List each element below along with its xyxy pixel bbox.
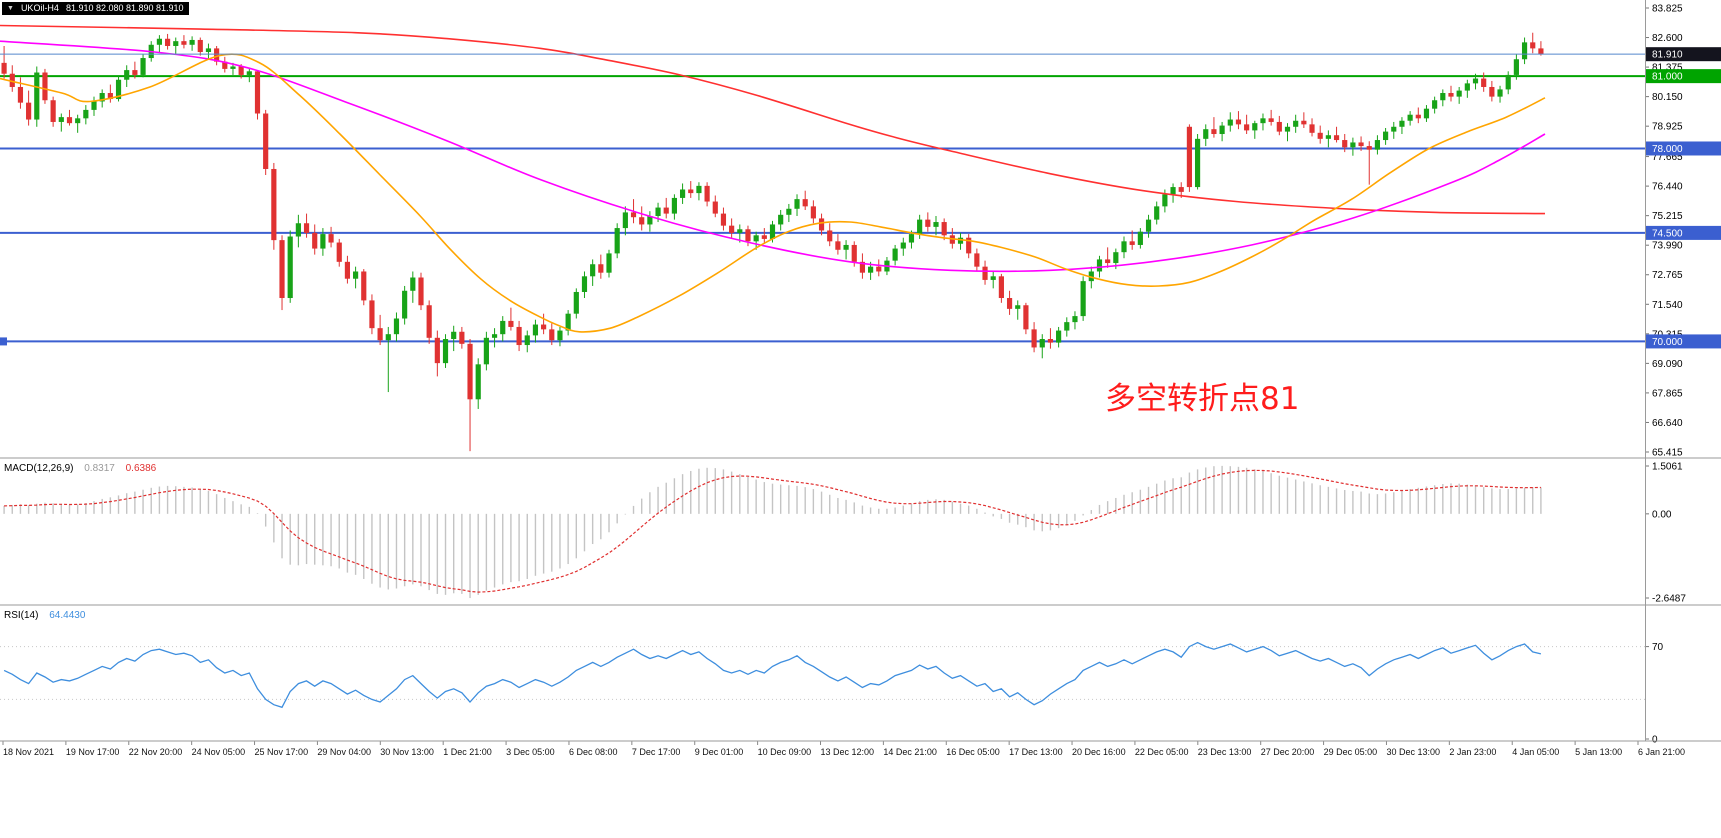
candlestick-series <box>1 32 1544 452</box>
svg-text:77.665: 77.665 <box>1652 152 1683 163</box>
rsi-panel: 70 0 <box>0 641 1664 746</box>
svg-text:74.500: 74.500 <box>1652 228 1683 239</box>
time-axis-label: 27 Dec 20:00 <box>1261 747 1315 757</box>
svg-text:1.5061: 1.5061 <box>1652 462 1683 473</box>
time-axis-label: 24 Nov 05:00 <box>192 747 246 757</box>
time-axis-label: 2 Jan 23:00 <box>1449 747 1496 757</box>
ma-line-mid-magenta <box>0 40 1546 273</box>
dropdown-triangle-icon[interactable]: ▼ <box>7 5 14 12</box>
macd-signal-line <box>4 469 1541 593</box>
rsi-line <box>3 641 1542 709</box>
price-axis-badges: 81.910 81.000 78.000 74.500 70.000 <box>1646 47 1721 349</box>
ma-line-fast-orange <box>0 53 1546 333</box>
svg-text:70: 70 <box>1652 642 1664 653</box>
macd-indicator-label: MACD(12,26,9) 0.8317 0.6386 <box>4 463 157 474</box>
time-axis-label: 1 Dec 21:00 <box>443 747 492 757</box>
level-line-anchor[interactable] <box>0 337 7 346</box>
svg-text:82.600: 82.600 <box>1652 33 1683 44</box>
svg-text:73.990: 73.990 <box>1652 241 1683 252</box>
time-axis-label: 23 Dec 13:00 <box>1198 747 1252 757</box>
macd-signal-value: 0.6386 <box>126 463 157 474</box>
svg-text:83.825: 83.825 <box>1652 4 1683 15</box>
time-axis-label: 19 Nov 17:00 <box>66 747 120 757</box>
macd-main-value: 0.8317 <box>84 463 115 474</box>
svg-text:78.925: 78.925 <box>1652 122 1683 133</box>
time-axis-label: 20 Dec 16:00 <box>1072 747 1126 757</box>
ohlc-values: 81.910 82.080 81.890 81.910 <box>65 3 184 13</box>
svg-text:67.865: 67.865 <box>1652 388 1683 399</box>
svg-text:78.000: 78.000 <box>1652 144 1683 155</box>
rsi-value: 64.4430 <box>49 610 86 621</box>
time-axis-label: 4 Jan 05:00 <box>1512 747 1559 757</box>
time-axis[interactable]: 18 Nov 2021 19 Nov 17:00 22 Nov 20:00 24 No… <box>2 741 1685 757</box>
ma-line-slow-red <box>0 24 1546 215</box>
time-axis-label: 25 Nov 17:00 <box>255 747 309 757</box>
time-axis-label: 14 Dec 21:00 <box>883 747 937 757</box>
time-axis-label: 5 Jan 13:00 <box>1575 747 1622 757</box>
svg-text:80.150: 80.150 <box>1652 92 1683 103</box>
time-axis-label: 22 Dec 05:00 <box>1135 747 1189 757</box>
time-axis-label: 30 Nov 13:00 <box>380 747 434 757</box>
svg-text:-2.6487: -2.6487 <box>1652 594 1686 605</box>
symbol-info-badge[interactable]: ▼ UKOil-H4 81.910 82.080 81.890 81.910 <box>2 2 189 15</box>
time-axis-label: 18 Nov 2021 <box>3 747 54 757</box>
time-axis-label: 17 Dec 13:00 <box>1009 747 1063 757</box>
svg-text:0.00: 0.00 <box>1652 509 1672 520</box>
price-badge-81.910 <box>1646 47 1721 62</box>
time-axis-label: 7 Dec 17:00 <box>632 747 681 757</box>
svg-text:70.000: 70.000 <box>1652 337 1683 348</box>
svg-text:75.215: 75.215 <box>1652 211 1683 222</box>
price-badge-74.500 <box>1646 225 1721 240</box>
time-axis-label: 10 Dec 09:00 <box>758 747 812 757</box>
time-axis-label: 30 Dec 13:00 <box>1386 747 1440 757</box>
time-axis-label: 29 Nov 04:00 <box>317 747 371 757</box>
time-axis-label: 22 Nov 20:00 <box>129 747 183 757</box>
svg-text:65.415: 65.415 <box>1652 448 1683 459</box>
rsi-indicator-label: RSI(14) 64.4430 <box>4 610 86 621</box>
price-badge-70.000 <box>1646 334 1721 349</box>
svg-text:66.640: 66.640 <box>1652 418 1683 429</box>
price-badge-78.000 <box>1646 141 1721 156</box>
time-axis-label: 13 Dec 12:00 <box>821 747 875 757</box>
svg-text:76.440: 76.440 <box>1652 182 1683 193</box>
macd-panel: 1.5061 0.00 -2.6487 <box>3 462 1686 605</box>
svg-text:81.000: 81.000 <box>1652 72 1683 83</box>
time-axis-label: 6 Dec 08:00 <box>569 747 618 757</box>
macd-label-text: MACD(12,26,9) <box>4 463 73 474</box>
svg-text:0: 0 <box>1652 735 1658 746</box>
rsi-label-text: RSI(14) <box>4 610 38 621</box>
annotation-text[interactable]: 多空转折点81 <box>1105 381 1299 417</box>
time-axis-label: 6 Jan 21:00 <box>1638 747 1685 757</box>
price-badge-81.000 <box>1646 69 1721 84</box>
moving-average-lines <box>0 24 1546 333</box>
time-axis-label: 16 Dec 05:00 <box>946 747 1000 757</box>
svg-text:81.910: 81.910 <box>1652 50 1683 61</box>
time-axis-label: 3 Dec 05:00 <box>506 747 555 757</box>
svg-text:71.540: 71.540 <box>1652 300 1683 311</box>
time-axis-label: 9 Dec 01:00 <box>695 747 744 757</box>
svg-text:81.375: 81.375 <box>1652 63 1683 74</box>
symbol-name: UKOil-H4 <box>20 3 59 13</box>
svg-text:69.090: 69.090 <box>1652 359 1683 370</box>
time-axis-label: 29 Dec 05:00 <box>1324 747 1378 757</box>
svg-text:72.765: 72.765 <box>1652 270 1683 281</box>
